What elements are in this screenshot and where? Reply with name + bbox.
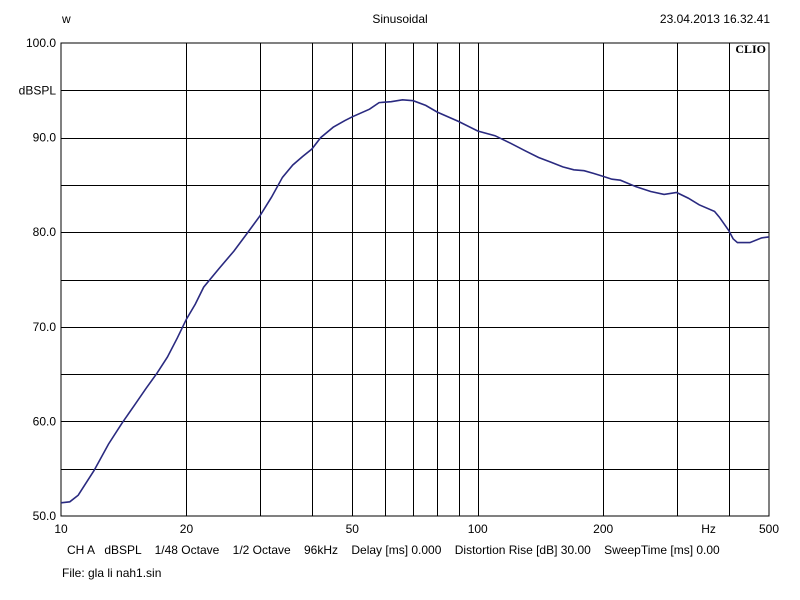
timestamp: 23.04.2013 16.32.41 — [659, 12, 770, 26]
x-axis: 10 20 50 100 200 500 — [54, 522, 779, 536]
y-tick-label: 80.0 — [33, 225, 57, 239]
plot-border — [60, 42, 770, 517]
grid — [61, 43, 769, 516]
header-left-label: w — [62, 12, 71, 26]
clio-logo-text: CLIO — [735, 42, 766, 56]
series-line — [60, 98, 770, 504]
y-tick-label: 100.0 — [26, 36, 56, 50]
y-tick-label: 70.0 — [33, 320, 57, 334]
file-name: File: gla li nah1.sin — [62, 566, 162, 580]
chart-title: Sinusoidal — [372, 12, 428, 26]
y-tick-label: 50.0 — [33, 509, 57, 523]
y-axis-label: dBSPL — [19, 83, 57, 97]
y-tick-label: 60.0 — [33, 414, 57, 428]
x-axis-unit-label: Hz — [701, 522, 716, 536]
x-tick-label: 50 — [346, 522, 360, 536]
x-tick-label: 100 — [468, 522, 488, 536]
x-tick-label: 500 — [759, 522, 779, 536]
x-tick-label: 20 — [180, 522, 194, 536]
x-tick-label: 10 — [54, 522, 68, 536]
plot-area — [61, 43, 769, 516]
y-axis: 100.0 90.0 80.0 70.0 60.0 50.0 — [26, 36, 56, 523]
measurement-settings: CH A dBSPL 1/48 Octave 1/2 Octave 96kHz … — [67, 543, 720, 557]
y-tick-label: 90.0 — [33, 131, 57, 145]
x-tick-label: 200 — [593, 522, 613, 536]
